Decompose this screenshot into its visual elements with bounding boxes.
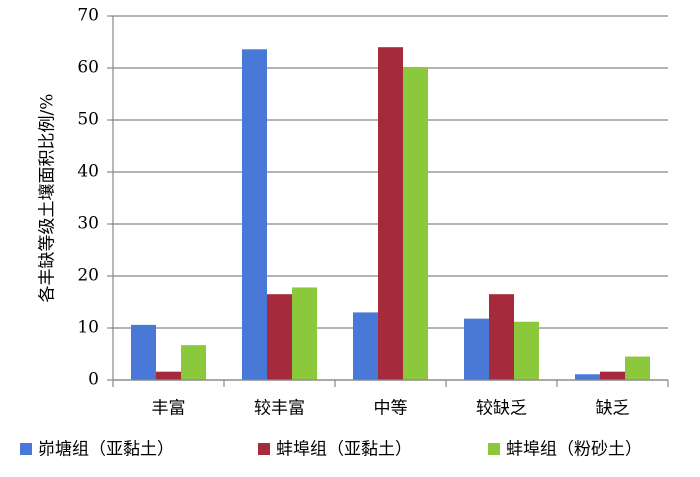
x-tick-label: 缺乏 (596, 399, 630, 419)
legend-label: 蚌埠组（亚黏土） (276, 440, 412, 460)
y-axis-label: 各丰缺等级土壤面积比例/% (37, 94, 58, 303)
bar (156, 371, 181, 380)
x-tick-label: 较缺乏 (476, 399, 527, 419)
bar (575, 374, 600, 380)
y-tick-label: 0 (88, 370, 99, 390)
bar (464, 318, 489, 380)
x-tick-label: 较丰富 (254, 399, 305, 419)
legend-label: 蚌埠组（粉砂土） (506, 440, 642, 460)
y-tick-label: 20 (77, 266, 99, 286)
bar (403, 66, 428, 381)
legend-swatch (20, 443, 32, 455)
y-tick-label: 60 (77, 58, 99, 78)
legend-swatch (488, 443, 500, 455)
bar (353, 312, 378, 380)
bar (514, 321, 539, 380)
x-tick-label: 丰富 (152, 399, 186, 419)
y-tick-label: 40 (77, 162, 99, 182)
bar (242, 49, 267, 380)
bar (131, 324, 156, 380)
bar (625, 356, 650, 380)
bar (181, 345, 206, 380)
y-tick-label: 50 (77, 110, 99, 130)
bar (267, 294, 292, 380)
bar (378, 47, 403, 380)
bar (489, 294, 514, 380)
bar (292, 287, 317, 380)
x-tick-label: 中等 (374, 399, 408, 419)
y-tick-label: 70 (77, 6, 99, 26)
bar (600, 371, 625, 380)
legend-label: 峁塘组（亚黏土） (38, 440, 174, 460)
y-tick-label: 10 (77, 318, 99, 338)
legend-swatch (258, 443, 270, 455)
y-tick-label: 30 (77, 214, 99, 234)
